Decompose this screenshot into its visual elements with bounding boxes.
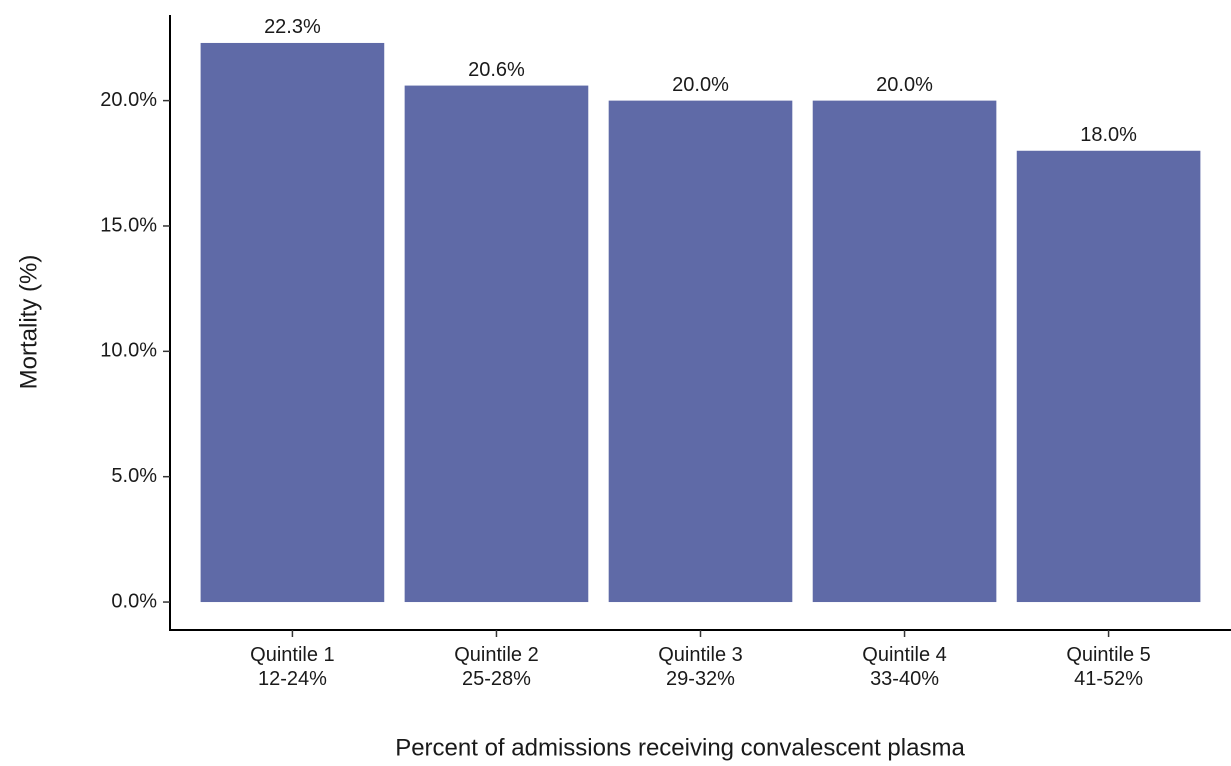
x-tick-label: Quintile 4 33-40% (862, 644, 947, 690)
y-axis-title: Mortality (%) (15, 255, 42, 390)
x-tick-label-line: 25-28% (462, 668, 531, 690)
bar (812, 100, 997, 603)
y-tick-label: 10.0% (100, 340, 157, 362)
x-tick-label-line: 12-24% (258, 668, 327, 690)
x-tick-label-line: Quintile 4 (862, 644, 947, 666)
x-tick-label: Quintile 2 25-28% (454, 644, 539, 690)
x-tick-label-line: 29-32% (666, 668, 735, 690)
data-label: 22.3% (264, 16, 321, 38)
x-tick-label-line: Quintile 5 (1066, 644, 1151, 666)
x-tick-label-line: 33-40% (870, 668, 939, 690)
x-tick-label: Quintile 3 29-32% (658, 644, 743, 690)
data-label: 20.6% (468, 59, 525, 81)
x-axis-title: Percent of admissions receiving convales… (395, 734, 965, 761)
bar (1016, 150, 1201, 603)
bar (404, 85, 589, 603)
x-tick-label: Quintile 5 41-52% (1066, 644, 1151, 690)
x-tick-label: Quintile 1 12-24% (250, 644, 335, 690)
data-label: 18.0% (1080, 124, 1137, 146)
y-tick-label: 5.0% (111, 465, 157, 487)
x-tick-label-line: Quintile 2 (454, 644, 539, 666)
data-label: 20.0% (672, 74, 729, 96)
y-tick-label: 0.0% (111, 590, 157, 612)
bar (608, 100, 793, 603)
x-tick-label-line: Quintile 3 (658, 644, 743, 666)
x-tick-label-line: Quintile 1 (250, 644, 335, 666)
x-tick-label-line: 41-52% (1074, 668, 1143, 690)
y-tick-label: 15.0% (100, 214, 157, 236)
data-label: 20.0% (876, 74, 933, 96)
bar (200, 42, 385, 603)
y-tick-label: 20.0% (100, 89, 157, 111)
